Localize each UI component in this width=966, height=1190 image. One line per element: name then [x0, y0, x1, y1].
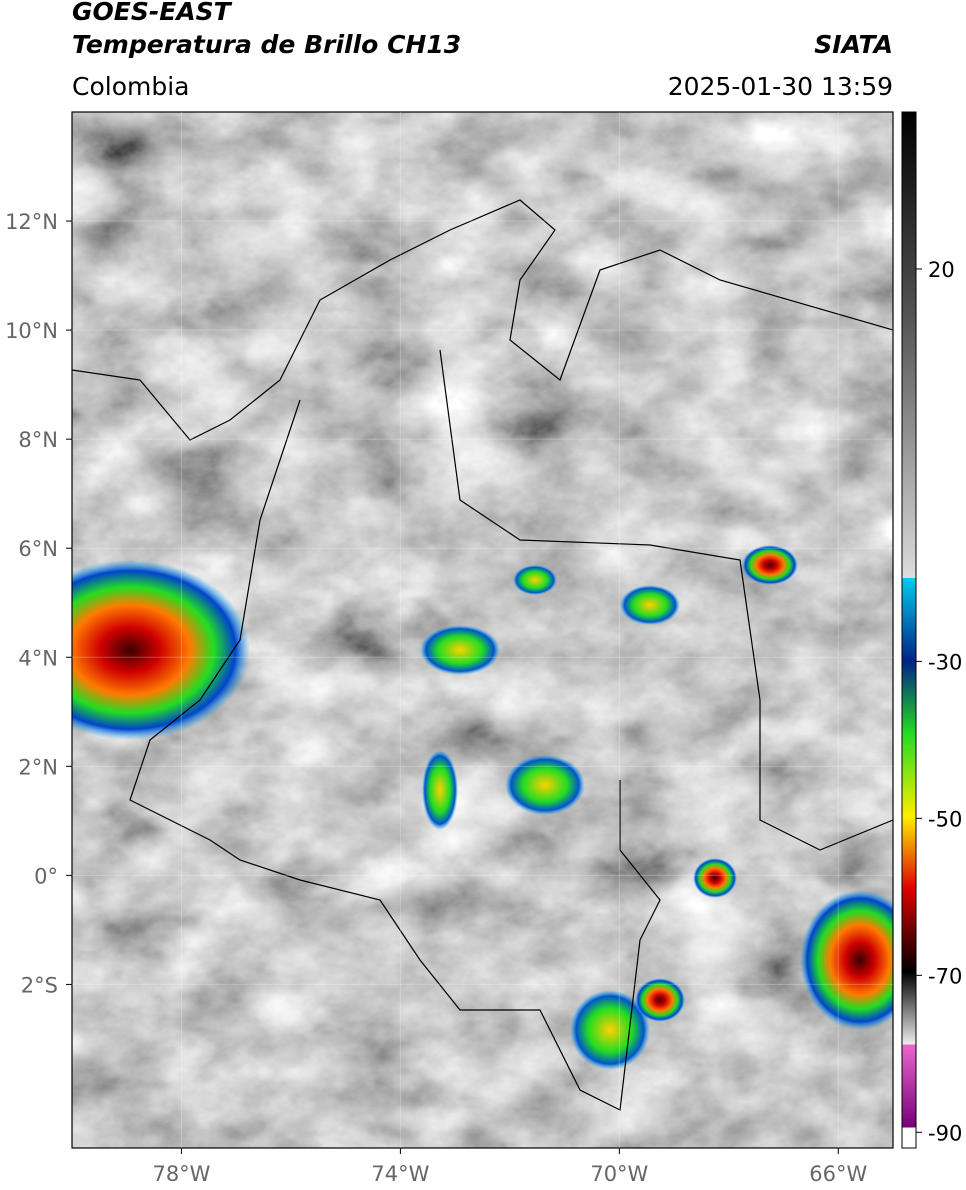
timestamp: 2025-01-30 13:59: [668, 72, 893, 101]
x-tick-label: 78°W: [152, 1162, 210, 1186]
x-tick-label: 66°W: [809, 1162, 867, 1186]
y-tick-label: 10°N: [5, 319, 58, 343]
colorbar-tick-label: -70: [928, 964, 962, 988]
y-tick-label: 4°N: [18, 646, 58, 670]
colorbar: [901, 111, 917, 1149]
y-tick-label: 8°N: [18, 428, 58, 452]
subtitle: Temperatura de Brillo CH13: [72, 30, 461, 59]
colorbar-tick-label: -50: [928, 807, 962, 831]
y-tick-label: 2°N: [18, 755, 58, 779]
y-tick-label: 6°N: [18, 537, 58, 561]
map-frame: [71, 111, 894, 1149]
satellite-image: [72, 112, 893, 1148]
source: SIATA: [814, 30, 893, 59]
y-tick-label: 0°: [34, 864, 58, 888]
x-tick-label: 74°W: [371, 1162, 429, 1186]
y-tick-label: 2°S: [21, 973, 58, 997]
region: Colombia: [72, 72, 189, 101]
colorbar-tick-label: -90: [928, 1121, 962, 1145]
y-tick-label: 12°N: [5, 210, 58, 234]
title: GOES-EAST: [72, 0, 233, 26]
colorbar-tick-label: -30: [928, 650, 962, 674]
colorbar-tick-label: 20: [928, 258, 955, 282]
x-tick-label: 70°W: [590, 1162, 648, 1186]
